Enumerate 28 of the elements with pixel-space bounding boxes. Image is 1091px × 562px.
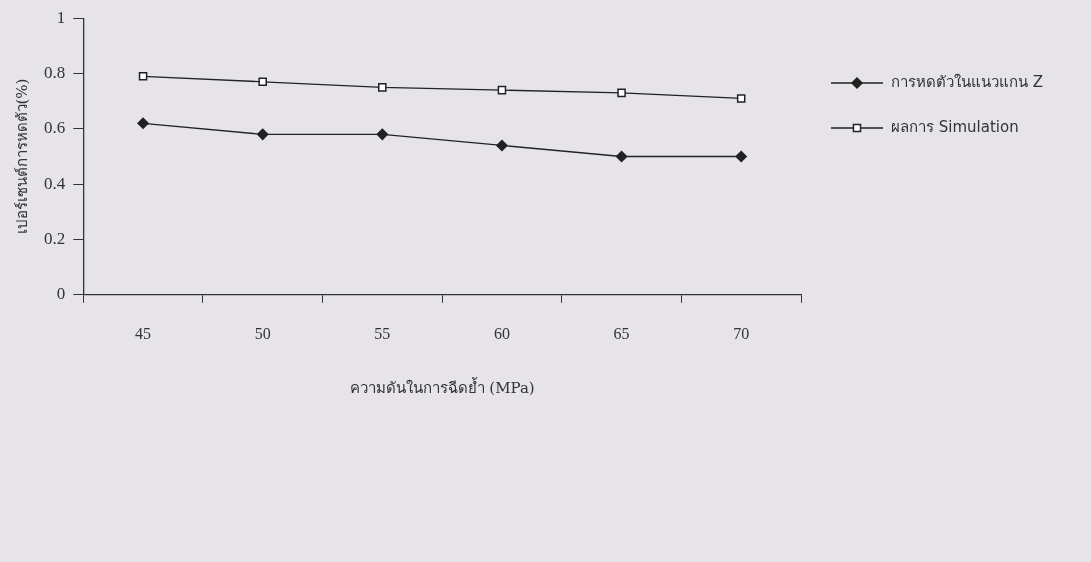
point: [138, 72, 148, 81]
x-tick-label: 45: [135, 324, 152, 342]
point: [256, 128, 269, 141]
y-tick-label: 1: [56, 7, 66, 27]
x-tick-label: 50: [254, 324, 271, 342]
point: [378, 83, 387, 92]
y-axis-title: เปอร์เซนต์การหดตัว(%): [12, 78, 31, 235]
point: [736, 94, 746, 103]
x-tick-label: 70: [733, 324, 750, 342]
point: [137, 117, 149, 130]
point: [497, 85, 507, 95]
point: [258, 77, 267, 87]
point: [615, 150, 628, 163]
point: [376, 128, 389, 141]
x-tick-label: 65: [613, 324, 630, 342]
x-tick-label: 60: [493, 324, 510, 342]
y-tick-label: 0.6: [44, 118, 66, 138]
y-tick-label: 0.4: [44, 173, 66, 193]
y-tick-label: 0: [56, 284, 66, 304]
point: [735, 150, 747, 163]
point: [496, 139, 508, 152]
x-tick-label: 55: [374, 324, 391, 342]
point: [617, 88, 626, 98]
y-tick-label: 0.8: [44, 62, 66, 82]
legend-label: การหดตัวในแนวแกน Z: [891, 72, 1044, 91]
y-tick-label: 0.2: [44, 228, 66, 248]
legend-label: ผลการ Simulation: [891, 117, 1019, 136]
x-axis-title: ความดันในการฉีดย้ำ (MPa): [349, 376, 535, 397]
